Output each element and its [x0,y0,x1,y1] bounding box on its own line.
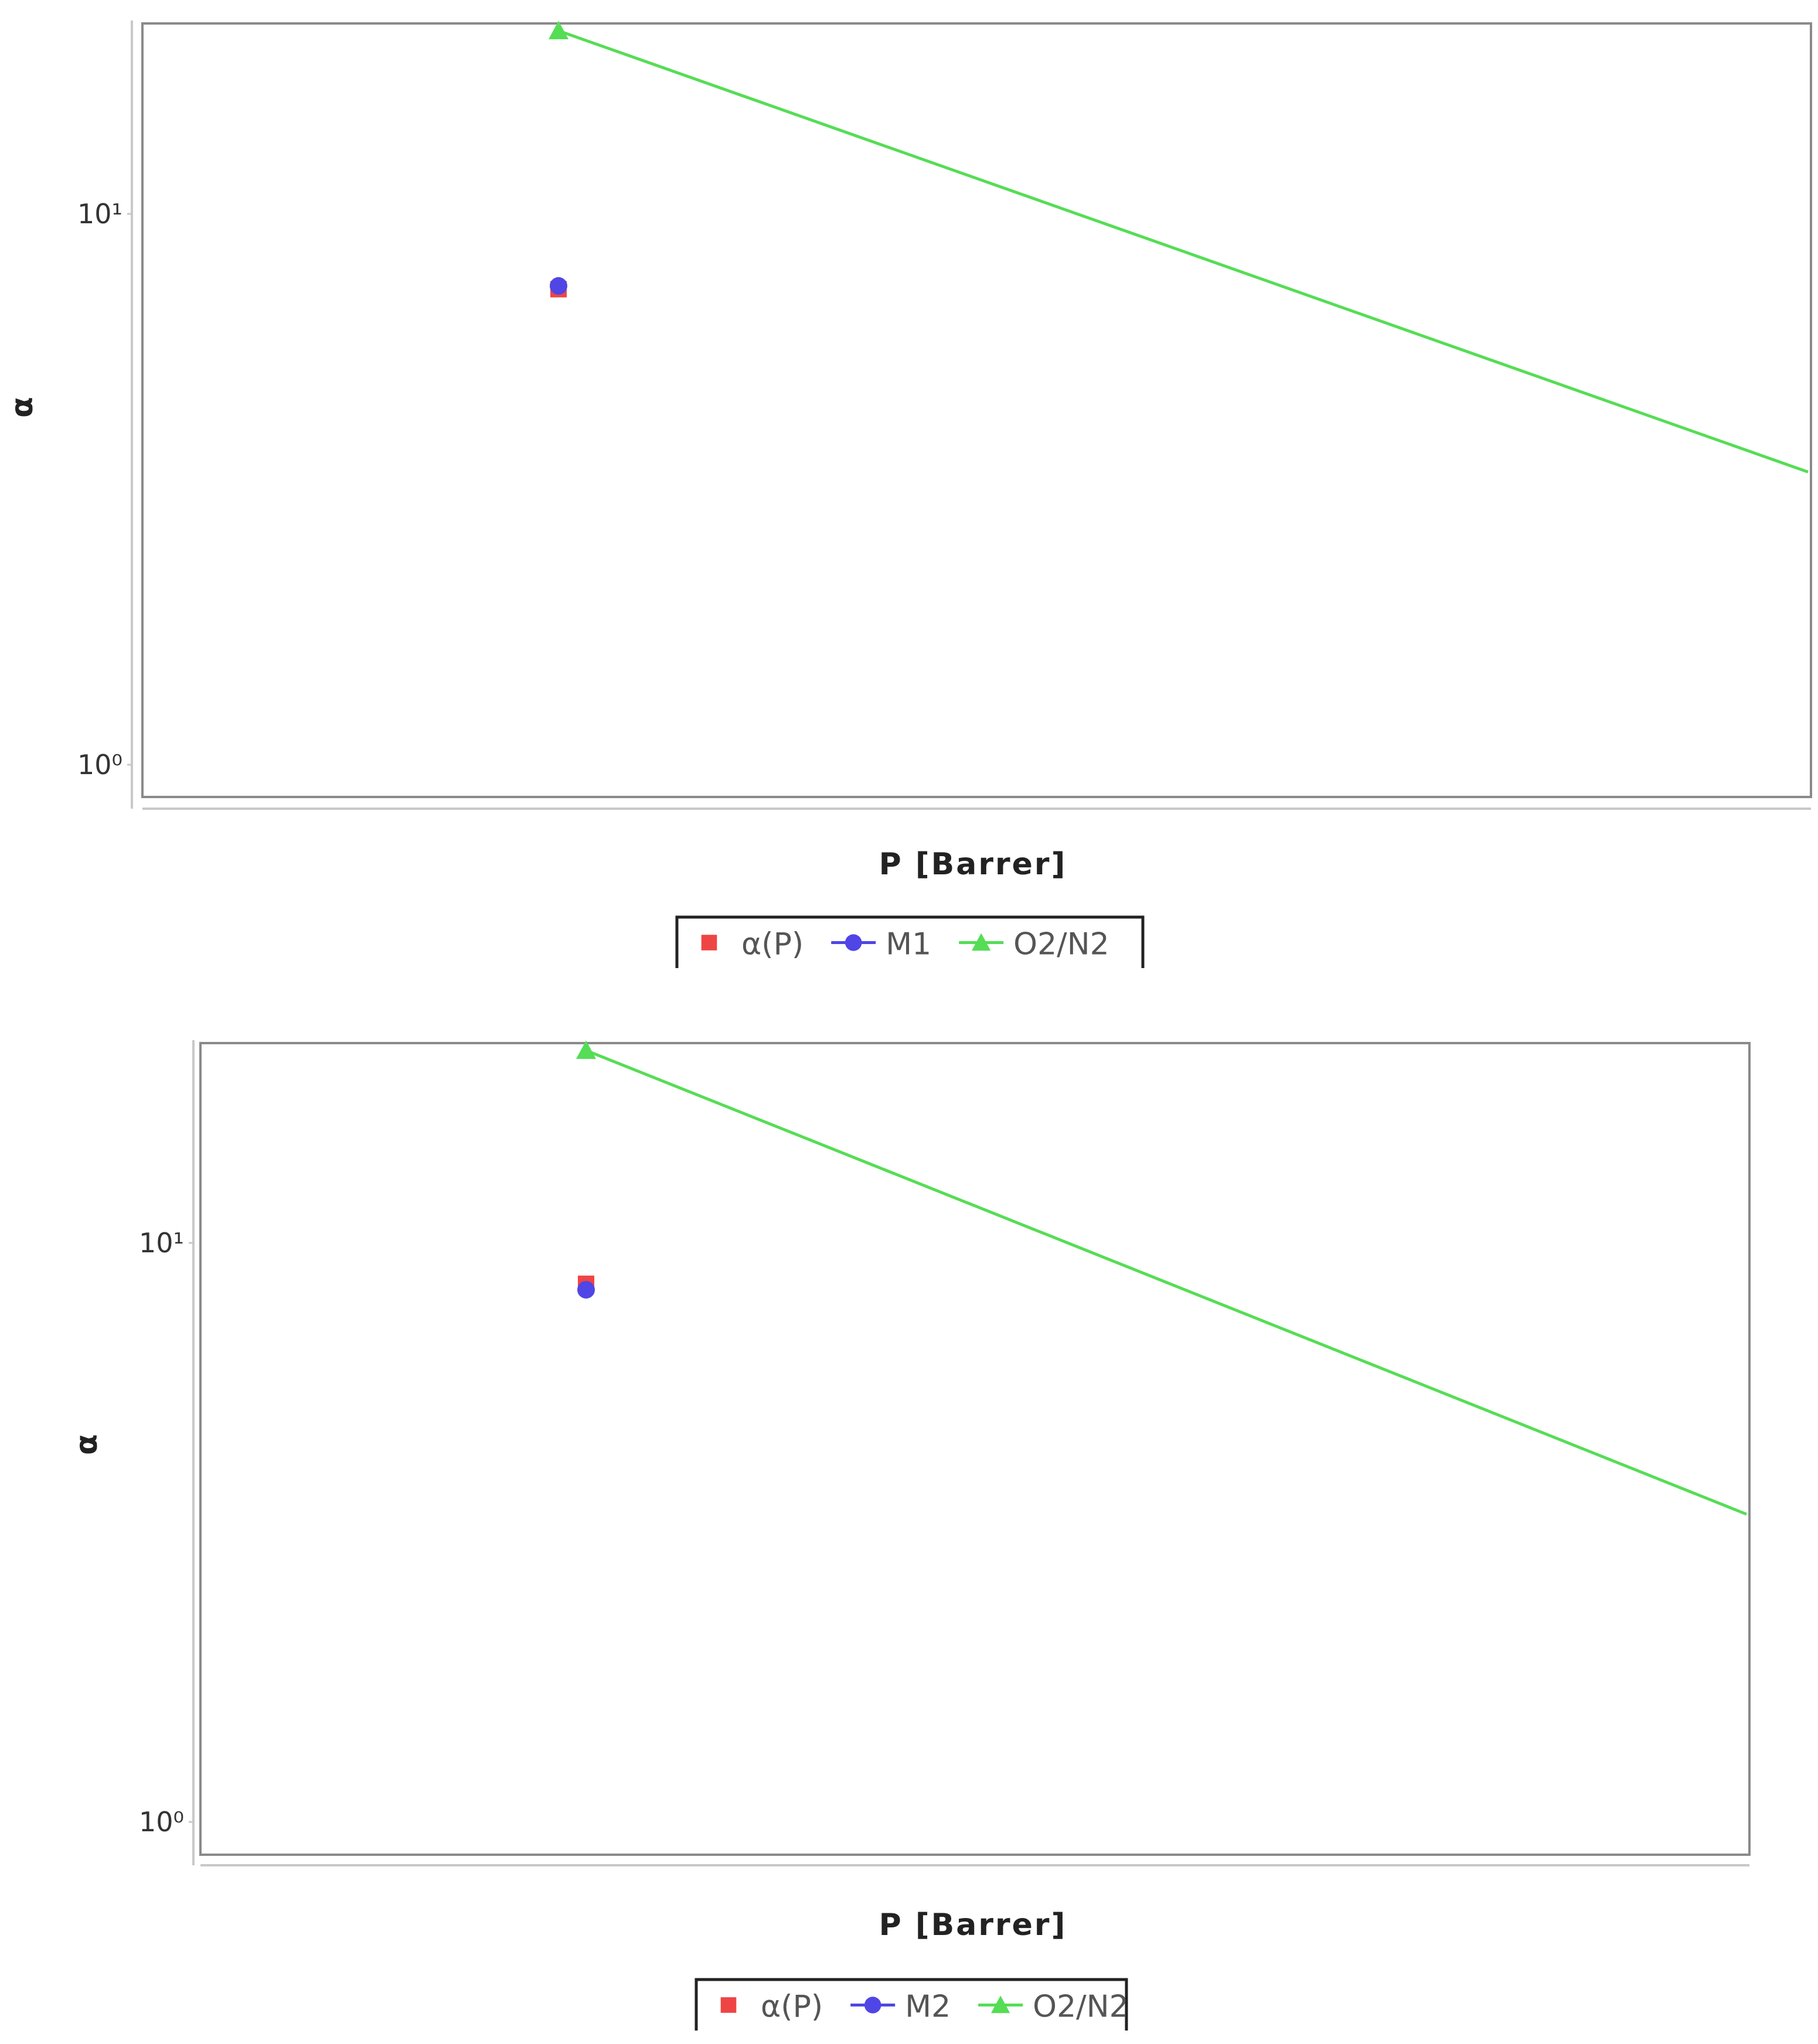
legend: α(P) M1 O2/N2 [675,915,1145,968]
legend-label: M2 [905,1990,951,2025]
y-tick-label: 10¹ [77,198,122,230]
legend-marker-square [701,935,717,951]
chart-1: 10⁰ 10¹ α P [Barrer] α(P) M1 O2/N2 [5,21,1812,968]
legend-label: α(P) [761,1990,823,2025]
legend-marker-triangle [991,1995,1010,2014]
data-point-triangle [549,21,568,39]
legend-label: M1 [886,927,931,962]
legend-marker-circle [845,934,862,951]
legend-frame [694,1978,1128,2031]
data-point-triangle [576,1040,596,1060]
x-axis-label: P [Barrer] [879,847,1067,882]
y-axis-label: α [69,1434,104,1455]
legend: α(P) M2 O2/N2 [694,1978,1129,2031]
y-tick-label: 10⁰ [77,749,122,781]
x-axis-label: P [Barrer] [879,1907,1067,1943]
y-tick-label: 10¹ [139,1227,184,1259]
plot-area-frame [141,22,1812,798]
chart-2: 10⁰ 10¹ α P [Barrer] α(P) M2 O2/N2 [69,1040,1751,2031]
legend-label: α(P) [741,927,804,962]
series-line-2 [585,1049,1747,1516]
plot-area-frame [199,1042,1751,1856]
data-point-circle [550,277,567,295]
data-point-circle [577,1280,595,1299]
series-line-2 [558,29,1809,473]
legend-marker-circle [864,1997,881,2014]
legend-label: O2/N2 [1033,1990,1129,2025]
y-axis-label: α [5,397,40,418]
y-tick-label: 10⁰ [139,1806,184,1838]
legend-marker-square [720,1997,737,2013]
legend-marker-triangle [972,933,991,951]
legend-label: O2/N2 [1013,927,1109,962]
legend-frame [675,915,1145,968]
